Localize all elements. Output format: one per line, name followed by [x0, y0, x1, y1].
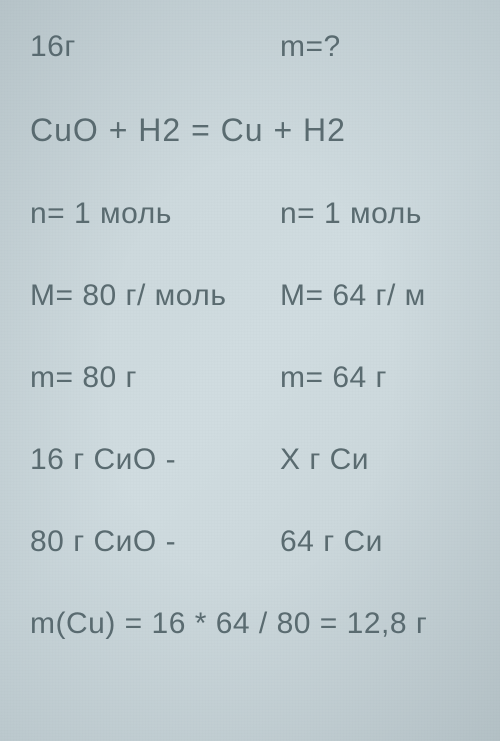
moles-right: n= 1 моль: [280, 197, 500, 231]
chemical-equation: CuO + H2 = Cu + H2: [30, 112, 346, 148]
molar-mass-left: М= 80 г/ моль: [30, 279, 280, 313]
molar-mass-row: М= 80 г/ моль М= 64 г/ м: [30, 279, 500, 313]
equation-row: CuO + H2 = Cu + H2: [30, 112, 500, 149]
given-mass: 16г: [30, 30, 280, 64]
moles-row: n= 1 моль n= 1 моль: [30, 197, 500, 231]
moles-left: n= 1 моль: [30, 197, 280, 231]
mass-left: m= 80 г: [30, 361, 280, 395]
given-row: 16г m=?: [30, 30, 500, 64]
proportion-row-1: 16 г СиО - Х г Си: [30, 443, 500, 477]
prop2-right: 64 г Си: [280, 525, 500, 559]
prop1-left: 16 г СиО -: [30, 443, 280, 477]
proportion-row-2: 80 г СиО - 64 г Си: [30, 525, 500, 559]
mass-row: m= 80 г m= 64 г: [30, 361, 500, 395]
prop2-left: 80 г СиО -: [30, 525, 280, 559]
prop1-right: Х г Си: [280, 443, 500, 477]
result-calculation: m(Cu) = 16 * 64 / 80 = 12,8 г: [30, 607, 427, 640]
mass-right: m= 64 г: [280, 361, 500, 395]
unknown-mass: m=?: [280, 30, 500, 64]
molar-mass-right: М= 64 г/ м: [280, 279, 500, 313]
result-row: m(Cu) = 16 * 64 / 80 = 12,8 г: [30, 607, 500, 641]
chemistry-worksheet: 16г m=? CuO + H2 = Cu + H2 n= 1 моль n= …: [0, 0, 500, 741]
